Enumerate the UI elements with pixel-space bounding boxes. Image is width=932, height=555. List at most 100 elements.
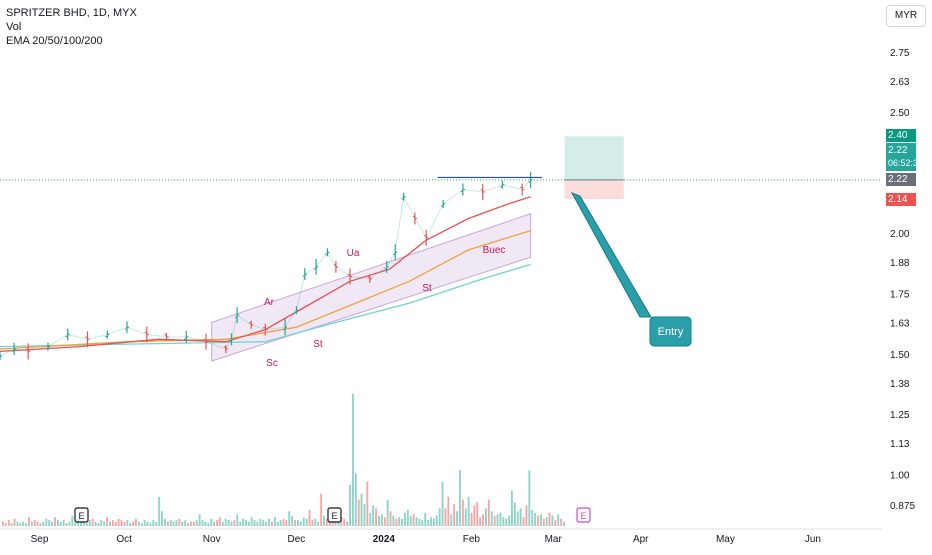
volume-bar: [181, 521, 184, 526]
volume-bar: [68, 521, 71, 526]
volume-bar: [409, 515, 412, 526]
volume-bar: [51, 521, 54, 526]
volume-bar: [175, 520, 178, 526]
volume-bar: [158, 496, 161, 526]
volume-bar: [360, 493, 363, 526]
volume-bar: [537, 515, 539, 526]
y-tick-label: 1.75: [890, 289, 910, 300]
volume-bar: [250, 517, 253, 526]
volume-bar: [317, 521, 320, 526]
chart-legend: SPRITZER BHD, 1D, MYX Vol EMA 20/50/100/…: [6, 6, 137, 48]
volume-bar: [2, 521, 4, 526]
event-badge-1-label: E: [78, 511, 84, 521]
volume-bar: [380, 514, 383, 526]
ascending-channel: [211, 213, 532, 362]
entry-callout[interactable]: Entry: [570, 192, 692, 347]
profit-zone: [564, 136, 624, 180]
volume-bar: [369, 512, 372, 526]
volume-bar: [496, 514, 499, 526]
volume-bar: [155, 521, 158, 526]
ema20-line: [0, 196, 531, 353]
legend-volume[interactable]: Vol: [6, 21, 22, 33]
volume-bar: [74, 521, 77, 526]
volume-bar: [438, 508, 441, 526]
x-tick-label: Dec: [287, 534, 305, 545]
volume-bar: [522, 517, 525, 526]
volume-bar: [187, 523, 189, 526]
volume-bar: [137, 521, 140, 526]
volume-bar: [302, 517, 305, 526]
price-label-stop: 2.14: [886, 193, 916, 206]
volume-bar: [557, 514, 560, 526]
y-tick-label: 0.875: [890, 501, 915, 512]
price-label-last: 2.22 06:52:34: [886, 143, 923, 171]
volume-bar: [386, 499, 389, 526]
ema-lines: [0, 196, 531, 353]
volume-bar: [328, 520, 331, 526]
volume-bar: [195, 520, 198, 526]
volume-bar: [65, 523, 68, 526]
event-badge-3-label: E: [580, 511, 586, 521]
volume-bar: [103, 521, 106, 526]
volume-bar: [427, 520, 430, 526]
event-badge-2-label: E: [331, 511, 337, 521]
volume-bar: [508, 515, 511, 526]
volume-bar: [22, 521, 25, 526]
volume-bar: [412, 514, 415, 526]
volume-bar: [340, 517, 343, 526]
volume-bar: [404, 512, 406, 526]
price-path: [0, 179, 531, 357]
entry-callout-box[interactable]: [649, 316, 692, 347]
legend-ema[interactable]: EMA 20/50/100/200: [6, 35, 103, 47]
volume-bar: [120, 520, 123, 526]
volume-bar: [111, 520, 114, 526]
volume-bar: [7, 520, 10, 526]
volume-bar: [273, 517, 276, 526]
volume-bar: [59, 521, 62, 526]
currency-button[interactable]: MYR: [886, 5, 926, 27]
price-series: [0, 171, 542, 361]
volume-bar: [467, 496, 470, 526]
volume-bar: [482, 514, 484, 526]
volume-bar: [346, 521, 349, 526]
volume-bar: [28, 517, 30, 526]
y-tick-label: 1.00: [890, 471, 910, 482]
y-tick-label: 2.50: [890, 108, 910, 119]
volume-bar: [216, 520, 218, 526]
y-tick-label: 2.00: [890, 229, 910, 240]
volume-bar: [418, 518, 421, 526]
volume-bar: [4, 523, 7, 526]
volume-bar: [242, 518, 244, 526]
legend-symbol[interactable]: SPRITZER BHD, 1D, MYX: [6, 7, 137, 19]
volume-bar: [33, 520, 36, 526]
volume-bar: [106, 517, 108, 526]
y-tick-label: 2.75: [890, 48, 910, 59]
volume-bar: [323, 515, 325, 526]
volume-bar: [268, 518, 270, 526]
volume-bar: [135, 518, 137, 526]
volume-bar: [363, 504, 366, 526]
volume-bar: [117, 518, 120, 526]
volume-bar: [357, 499, 360, 526]
event-badge-1[interactable]: [74, 507, 89, 523]
volume-bar: [88, 520, 91, 526]
event-badge-2[interactable]: [327, 507, 342, 523]
x-tick-label: Mar: [545, 534, 563, 545]
event-badge-3[interactable]: [576, 507, 591, 523]
volume-bar: [542, 518, 545, 526]
volume-bar: [143, 520, 146, 526]
volume-bar: [441, 482, 444, 526]
earnings-events: E E E: [74, 507, 591, 523]
volume-bar: [378, 515, 380, 526]
volume-bar: [233, 520, 236, 526]
volume-bar: [230, 521, 233, 526]
volume-bar: [433, 518, 435, 526]
volume-bar: [140, 523, 143, 526]
volume-bar: [349, 484, 351, 526]
volume-bar: [271, 521, 273, 526]
volume-bar: [311, 520, 314, 526]
price-label-target: 2.40: [886, 129, 916, 142]
volume-bar: [172, 521, 175, 526]
